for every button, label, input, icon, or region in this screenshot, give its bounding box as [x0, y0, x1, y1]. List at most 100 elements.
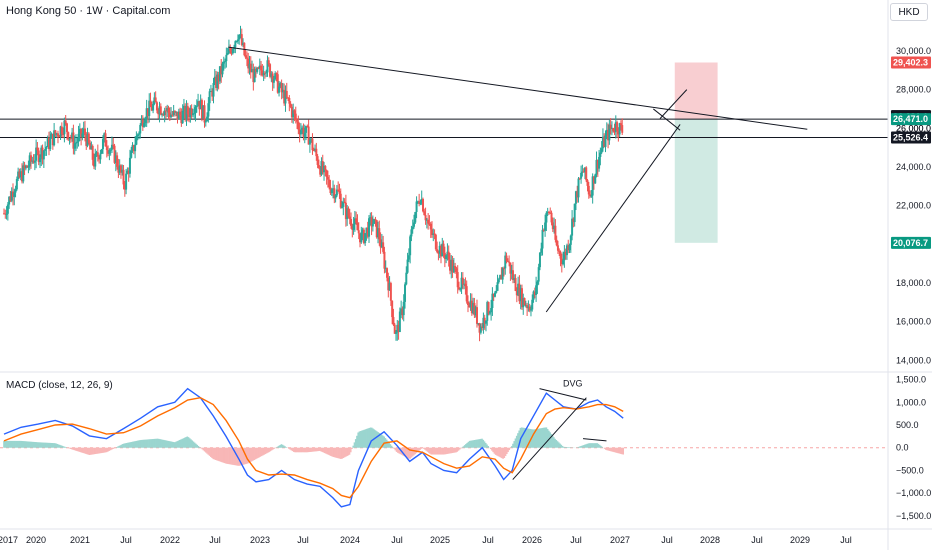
macd-histogram-bar — [57, 444, 60, 448]
candle-body — [446, 251, 449, 256]
macd-histogram-bar — [567, 447, 570, 448]
macd-histogram-bar — [249, 447, 252, 463]
candle-body — [271, 73, 274, 83]
candle-body — [343, 201, 346, 203]
macd-histogram-bar — [93, 447, 96, 455]
candle-body — [341, 206, 344, 208]
macd-histogram-bar — [345, 447, 347, 457]
macd-histogram-bar — [554, 438, 556, 448]
macd-histogram-bar — [622, 447, 625, 455]
candle-body — [569, 235, 572, 245]
candle-body — [15, 178, 18, 190]
candle-body — [272, 79, 275, 83]
macd-histogram-bar — [49, 442, 51, 448]
macd-histogram-bar — [197, 445, 200, 448]
candle-body — [411, 226, 414, 230]
macd-histogram-bar — [156, 438, 159, 448]
macd-histogram-bar — [614, 447, 617, 453]
candle-body — [216, 74, 219, 88]
candle-body — [193, 113, 196, 115]
macd-histogram-bar — [113, 447, 116, 449]
macd-histogram-bar — [195, 443, 197, 448]
candle-body — [436, 249, 439, 253]
macd-histogram-bar — [51, 443, 54, 448]
macd-histogram-bar — [460, 447, 462, 449]
macd-histogram-bar — [107, 447, 109, 452]
macd-histogram-bar — [357, 432, 359, 448]
macd-histogram-bar — [347, 447, 350, 456]
macd-histogram-bar — [489, 447, 492, 450]
macd-histogram-bar — [72, 447, 75, 450]
currency-selector[interactable]: HKD — [890, 3, 928, 21]
candle-body — [487, 302, 490, 314]
x-tick-label: Jul — [120, 535, 132, 545]
candle-body — [177, 111, 180, 120]
candle-body — [91, 145, 94, 160]
macd-histogram-bar — [580, 446, 582, 448]
candle-body — [195, 105, 198, 108]
candle-body — [64, 120, 67, 124]
macd-histogram-bar — [475, 439, 477, 448]
candle-body — [459, 288, 462, 290]
macd-histogram-bar — [78, 447, 81, 452]
candle-body — [481, 326, 484, 328]
macd-histogram-bar — [65, 447, 67, 448]
candle-body — [424, 215, 427, 221]
macd-histogram-bar — [358, 431, 361, 448]
macd-histogram-bar — [190, 439, 192, 448]
macd-histogram-bar — [184, 437, 186, 448]
macd-histogram-bar — [553, 437, 555, 448]
macd-histogram-bar — [234, 447, 237, 466]
macd-histogram-bar — [174, 442, 176, 448]
macd-histogram-bar — [169, 441, 171, 448]
candle-body — [359, 233, 362, 243]
macd-histogram-bar — [304, 447, 306, 453]
macd-histogram-bar — [27, 441, 30, 448]
macd-histogram-bar — [310, 447, 312, 452]
candle-body — [172, 111, 175, 115]
macd-histogram-bar — [486, 444, 488, 448]
candle-body — [33, 160, 36, 163]
macd-histogram-bar — [294, 447, 296, 453]
candle-body — [50, 133, 53, 139]
macd-histogram-bar — [292, 447, 295, 452]
candle-body — [474, 307, 477, 316]
candle-body — [555, 239, 558, 246]
candle-body — [416, 201, 419, 203]
candle-body — [614, 122, 617, 132]
macd-histogram-bar — [343, 447, 346, 458]
candle-body — [42, 150, 45, 160]
candle-body — [439, 245, 442, 257]
candle-body — [347, 208, 350, 217]
macd-histogram-bar — [409, 447, 412, 459]
candle-body — [346, 208, 349, 220]
candle-body — [49, 138, 52, 150]
macd-histogram-bar — [61, 445, 64, 448]
candle-body — [572, 218, 575, 223]
macd-histogram-bar — [242, 447, 244, 465]
candle-body — [369, 217, 372, 219]
candle-body — [225, 54, 228, 62]
candle-body — [463, 283, 466, 285]
candle-body — [8, 196, 11, 205]
macd-histogram-bar — [359, 431, 362, 448]
macd-indicator-label[interactable]: MACD (close, 12, 26, 9) — [6, 380, 113, 391]
candle-body — [231, 48, 234, 54]
macd-histogram-bar — [270, 447, 273, 451]
macd-histogram-bar — [232, 447, 234, 465]
candle-body — [104, 133, 107, 147]
macd-histogram-bar — [330, 447, 332, 456]
candle-body — [89, 142, 92, 150]
macd-histogram-bar — [124, 443, 127, 448]
macd-histogram-bar — [327, 447, 330, 455]
candle-body — [95, 152, 98, 154]
candle-body — [350, 218, 353, 226]
price-tick-label: 24,000.0 — [896, 162, 931, 172]
candle-body — [217, 74, 220, 82]
candle-body — [473, 302, 476, 316]
candle-body — [509, 262, 512, 274]
macd-histogram-bar — [15, 440, 18, 448]
x-tick-label: Jul — [482, 535, 494, 545]
macd-histogram-bar — [56, 443, 59, 448]
